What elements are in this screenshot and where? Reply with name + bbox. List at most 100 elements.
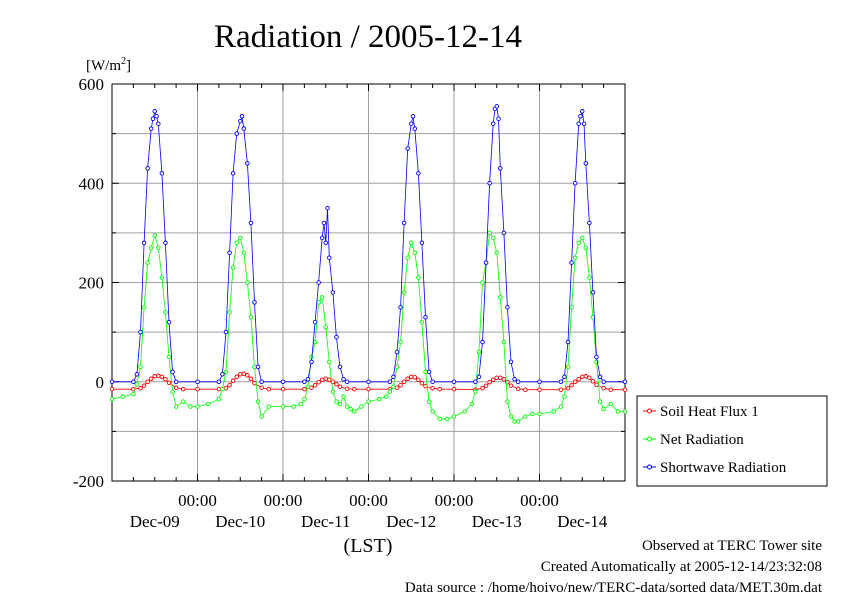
data-point (241, 126, 247, 131)
x-day-label: Dec-09 (130, 512, 180, 531)
data-point (590, 379, 596, 384)
data-point (580, 109, 585, 114)
data-point (145, 260, 150, 265)
data-point (156, 373, 161, 379)
data-point (572, 255, 578, 260)
data-point (565, 364, 571, 370)
data-point (394, 349, 400, 355)
data-point (337, 384, 343, 389)
data-point (152, 233, 157, 238)
data-point (255, 364, 261, 370)
data-point (487, 230, 492, 236)
data-point (608, 401, 614, 407)
data-point (163, 377, 168, 382)
data-point (401, 379, 407, 385)
data-point (330, 389, 336, 394)
data-point (188, 404, 193, 409)
data-point (508, 359, 514, 365)
x-axis-title: (LST) (344, 535, 393, 557)
legend-swatch-marker (647, 464, 652, 470)
data-point (195, 404, 200, 409)
data-point (234, 240, 239, 246)
data-point (437, 386, 443, 392)
data-point (316, 300, 321, 305)
data-point (480, 385, 485, 391)
data-point (302, 396, 307, 402)
data-point (558, 404, 564, 409)
data-point (148, 245, 154, 251)
data-point (416, 377, 421, 383)
chart-title: Radiation / 2005-12-14 (214, 19, 522, 55)
data-point (298, 401, 304, 407)
data-point (327, 359, 332, 365)
data-point (430, 379, 435, 385)
data-point (405, 146, 410, 151)
data-point (266, 386, 272, 392)
data-point (394, 364, 400, 370)
data-point (530, 411, 535, 417)
data-point (451, 379, 457, 385)
data-point (587, 275, 592, 280)
footer-observed: Observed at TERC Tower site (642, 538, 822, 554)
data-point (512, 419, 517, 424)
data-point (109, 386, 115, 392)
data-point (480, 339, 485, 345)
data-point (583, 161, 589, 166)
data-point (195, 386, 200, 392)
data-point (496, 116, 501, 121)
data-point (416, 275, 421, 280)
data-point (170, 369, 175, 375)
data-point (569, 382, 574, 388)
x-day-label: Dec-12 (386, 512, 436, 531)
data-point (245, 373, 250, 378)
data-point (419, 319, 425, 325)
data-point (109, 396, 115, 402)
data-point (597, 399, 603, 404)
data-point (608, 387, 614, 392)
data-point (426, 369, 432, 375)
data-point (498, 166, 503, 171)
data-point (280, 404, 286, 409)
data-point (587, 220, 592, 226)
data-point (138, 329, 143, 335)
y-axis: 600 400 200 0 -200 (73, 75, 625, 491)
legend: Soil Heat Flux 1 Net Radiation Shortwave R… (636, 395, 828, 487)
data-point (523, 414, 528, 419)
data-point (245, 280, 250, 285)
data-point (476, 374, 482, 380)
data-point (405, 255, 410, 260)
data-point (216, 396, 222, 402)
data-point (483, 260, 489, 265)
data-point (248, 314, 254, 320)
data-point (237, 372, 243, 377)
x-time-label: 00:00 (178, 491, 217, 510)
legend-label: Shortwave Radiation (660, 460, 787, 476)
data-point (562, 374, 567, 380)
data-point (580, 235, 585, 241)
data-point (376, 396, 382, 402)
data-point (405, 376, 410, 382)
data-point (551, 409, 557, 414)
data-point (152, 109, 157, 114)
data-point (494, 250, 500, 255)
data-point (622, 387, 628, 392)
data-point (352, 386, 357, 392)
data-point (401, 290, 407, 295)
data-point (259, 385, 264, 390)
data-point (565, 339, 571, 345)
data-point (572, 180, 578, 186)
data-point (227, 310, 232, 315)
data-point (572, 379, 578, 385)
data-point (334, 381, 339, 387)
data-point (280, 379, 286, 385)
data-point (159, 275, 165, 280)
y-tick-label: 0 (96, 373, 105, 392)
data-point (444, 416, 450, 422)
data-point (330, 290, 336, 295)
data-point (195, 379, 200, 385)
data-point (248, 220, 254, 226)
x-day-label: Dec-11 (301, 512, 350, 531)
data-point (587, 375, 592, 381)
data-point (325, 205, 330, 211)
